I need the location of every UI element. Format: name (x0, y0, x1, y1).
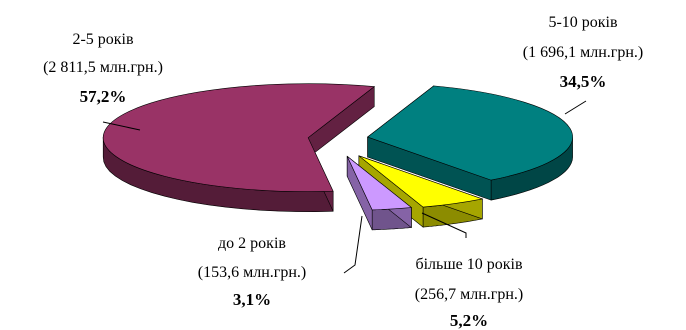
slice-2-5 (102, 83, 376, 213)
slice-5-10 (367, 85, 573, 201)
label-over-10: більше 10 років (256,7 млн.грн.) 5,2% (415, 256, 523, 330)
label-2-5: 2-5 років (2 811,5 млн.грн.) 57,2% (43, 31, 163, 106)
label-5-10-percent: 34,5% (560, 72, 607, 91)
pie-slices (102, 83, 573, 231)
slice-2-5-top (102, 83, 376, 192)
leader-line-2-5 (102, 121, 141, 131)
slice-under-2-top (346, 156, 413, 211)
label-over-10-category: більше 10 років (415, 256, 523, 273)
label-over-10-value: (256,7 млн.грн.) (415, 286, 523, 303)
slice-under-2 (346, 155, 413, 231)
leader-line-5-10 (564, 100, 587, 115)
label-over-10-percent: 5,2% (450, 311, 488, 330)
leader-lines (102, 100, 587, 274)
label-under-2-category: до 2 років (218, 235, 286, 252)
label-2-5-value: (2 811,5 млн.грн.) (43, 59, 163, 76)
slice-over-10-top (358, 155, 484, 208)
label-under-2-value: (153,6 млн.грн.) (198, 264, 306, 281)
label-5-10: 5-10 років (1 696,1 млн.грн.) 34,5% (523, 14, 643, 91)
label-2-5-percent: 57,2% (80, 87, 127, 106)
slice-5-10-top (367, 85, 573, 181)
label-5-10-value: (1 696,1 млн.грн.) (523, 44, 643, 61)
label-5-10-category: 5-10 років (548, 14, 618, 31)
label-under-2: до 2 років (153,6 млн.грн.) 3,1% (198, 235, 306, 309)
label-2-5-category: 2-5 років (72, 31, 134, 48)
leader-line-under-2 (343, 215, 363, 274)
leader-line-over-10 (421, 212, 467, 238)
label-under-2-percent: 3,1% (233, 290, 271, 309)
